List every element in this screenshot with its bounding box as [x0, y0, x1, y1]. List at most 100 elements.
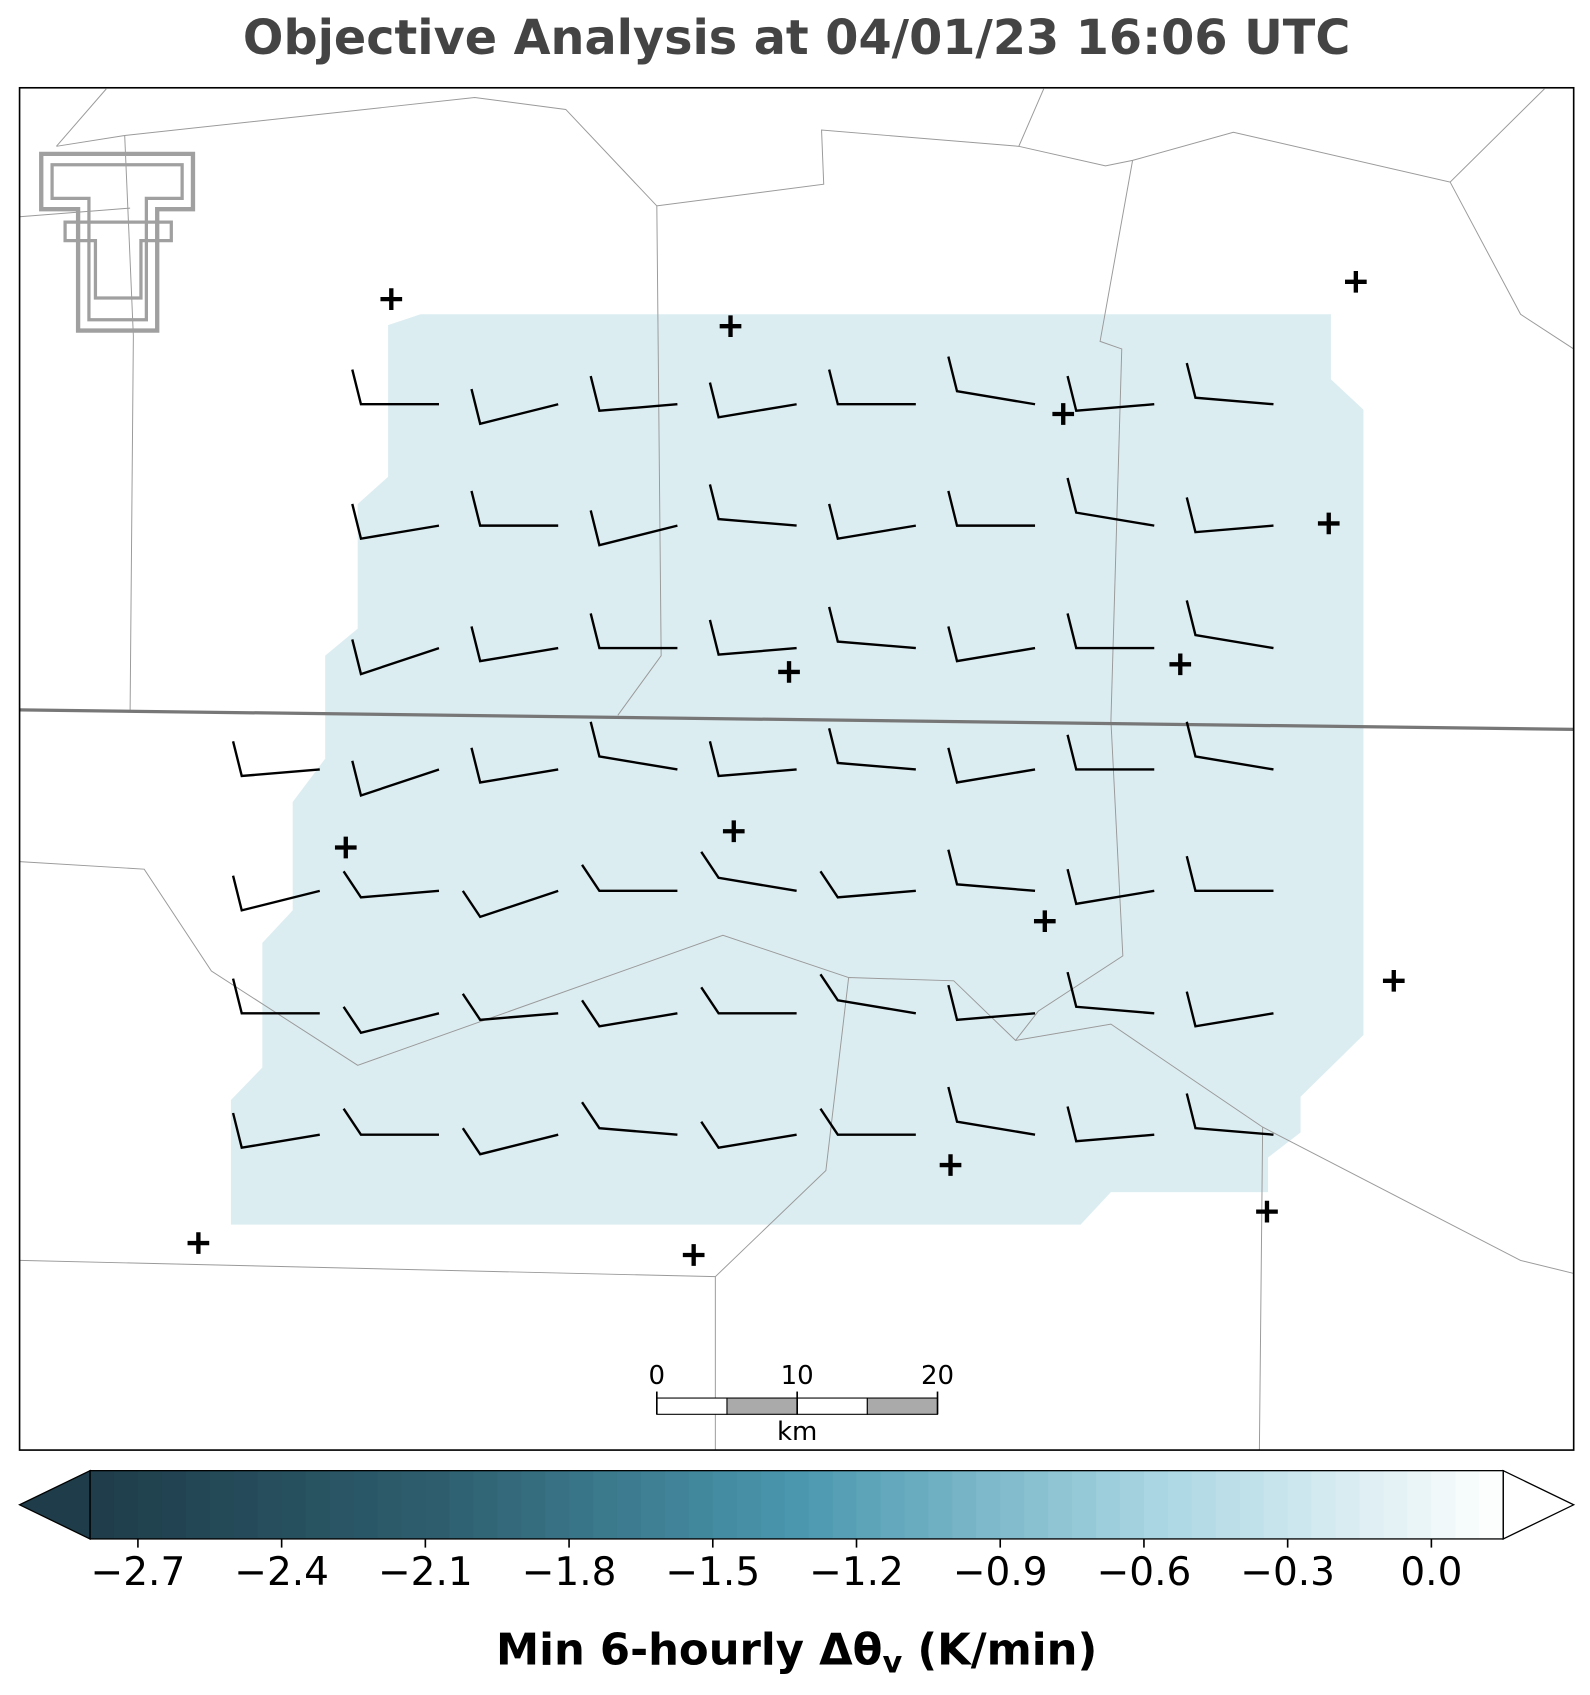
colorbar-tick-label: −0.3 [1240, 1550, 1335, 1595]
label-unit: (K/min) [902, 1625, 1097, 1675]
wind-barb [461, 993, 559, 1022]
wind-barb [231, 978, 320, 1015]
county-line [19, 207, 131, 218]
wind-barb [589, 721, 678, 771]
wind-barb [947, 490, 1036, 527]
wind-barb [461, 889, 559, 919]
station-marker [1256, 1200, 1278, 1223]
station-marker [778, 661, 800, 683]
colorbar-band [209, 1470, 235, 1539]
county-line [617, 205, 662, 716]
wind-barb [708, 741, 797, 778]
colorbar-band [90, 1470, 115, 1539]
colorbar-band [545, 1470, 570, 1539]
county-line [124, 135, 134, 710]
wind-barb [589, 613, 678, 650]
wind-barb [342, 1108, 439, 1136]
county-line [1018, 88, 1545, 183]
colorbar-band [1455, 1470, 1480, 1539]
colorbar-band [1383, 1470, 1408, 1539]
wind-barb [351, 369, 439, 406]
wind-barb [700, 1121, 797, 1150]
wind-barbs [231, 356, 1274, 1156]
colorbar-extend-low [18, 1469, 91, 1540]
wind-barb [581, 864, 678, 893]
county-lines [19, 88, 1574, 1451]
colorbar-band [640, 1470, 666, 1539]
colorbar-band [856, 1470, 882, 1539]
station-marker [1317, 512, 1340, 535]
wind-barb [700, 851, 797, 893]
colorbar-band [1359, 1470, 1385, 1539]
wind-barb [947, 626, 1036, 663]
colorbar-band [329, 1470, 355, 1539]
wind-barb [470, 626, 559, 663]
wind-barb [231, 1112, 320, 1150]
wind-barb [827, 727, 916, 771]
colorbar-band [185, 1470, 211, 1539]
colorbar-tick-label: −2.4 [234, 1550, 329, 1595]
wind-barb [581, 1101, 678, 1136]
colorbar-band [904, 1470, 929, 1539]
colorbar-band [688, 1470, 714, 1539]
colorbar-band [616, 1470, 642, 1539]
wind-barb [1066, 868, 1155, 906]
colorbar-band [712, 1470, 738, 1539]
wind-barb [589, 510, 678, 547]
stations [187, 270, 1405, 1266]
colorbar-band [880, 1470, 905, 1539]
colorbar-band [257, 1470, 283, 1539]
map-frame [18, 86, 1575, 1451]
colorbar-band [377, 1470, 402, 1539]
logo-inner [50, 163, 184, 322]
colorbar-tick-label: −1.2 [809, 1550, 904, 1595]
colorbar-band [736, 1470, 762, 1539]
colorbar-band [1024, 1470, 1049, 1539]
colorbar-band [1048, 1470, 1073, 1539]
colorbar-band [1407, 1470, 1432, 1539]
colorbar-band [928, 1470, 953, 1539]
wind-barb [819, 870, 916, 899]
scale-tick-label: 10 [781, 1361, 814, 1391]
wind-barb [1066, 1106, 1155, 1143]
colorbar-band [808, 1470, 834, 1539]
station-marker [722, 820, 745, 843]
colorbar-tick-label: −0.9 [953, 1550, 1048, 1595]
wind-barb [351, 639, 440, 676]
colorbar-band [1263, 1470, 1289, 1539]
wind-barb [1185, 497, 1274, 534]
title: Objective Analysis at 04/01/23 16:06 UTC [243, 11, 1350, 66]
wind-barb [947, 984, 1036, 1022]
colorbar-band [137, 1470, 163, 1539]
colorbar-band [569, 1470, 594, 1539]
colorbar-tick-label: −0.6 [1097, 1550, 1192, 1595]
scale-segment [796, 1397, 868, 1415]
wind-barb [827, 606, 916, 650]
wind-barb [231, 741, 320, 778]
colorbar-band [1119, 1470, 1145, 1539]
logo-lower-t [63, 220, 173, 300]
scale-unit: km [777, 1417, 817, 1447]
map-area: 0 10 20 km [18, 86, 1575, 1451]
colorbar-band [1287, 1470, 1313, 1539]
wind-barb [1185, 1093, 1274, 1136]
wind-barb [819, 973, 917, 1015]
colorbar-band [1072, 1470, 1097, 1539]
wind-barb [819, 1108, 916, 1136]
station-marker [1169, 653, 1192, 676]
wind-barb [700, 986, 797, 1015]
colorbar-band [401, 1470, 426, 1539]
colorbar-tick-label: −2.7 [91, 1550, 186, 1595]
wind-barb [708, 619, 797, 656]
colorbar-label: Min 6-hourly Δθv (K/min) [496, 1625, 1097, 1680]
colorbar-tick-label: −2.1 [378, 1550, 473, 1595]
colorbar-tick-label: −1.8 [522, 1550, 617, 1595]
logo-outline [39, 151, 196, 333]
colorbar-band [449, 1470, 474, 1539]
wind-barb [581, 999, 678, 1028]
colorbar-tick-label: −1.5 [665, 1550, 760, 1595]
colorbar-band [497, 1470, 522, 1539]
scale-segment [866, 1397, 939, 1415]
